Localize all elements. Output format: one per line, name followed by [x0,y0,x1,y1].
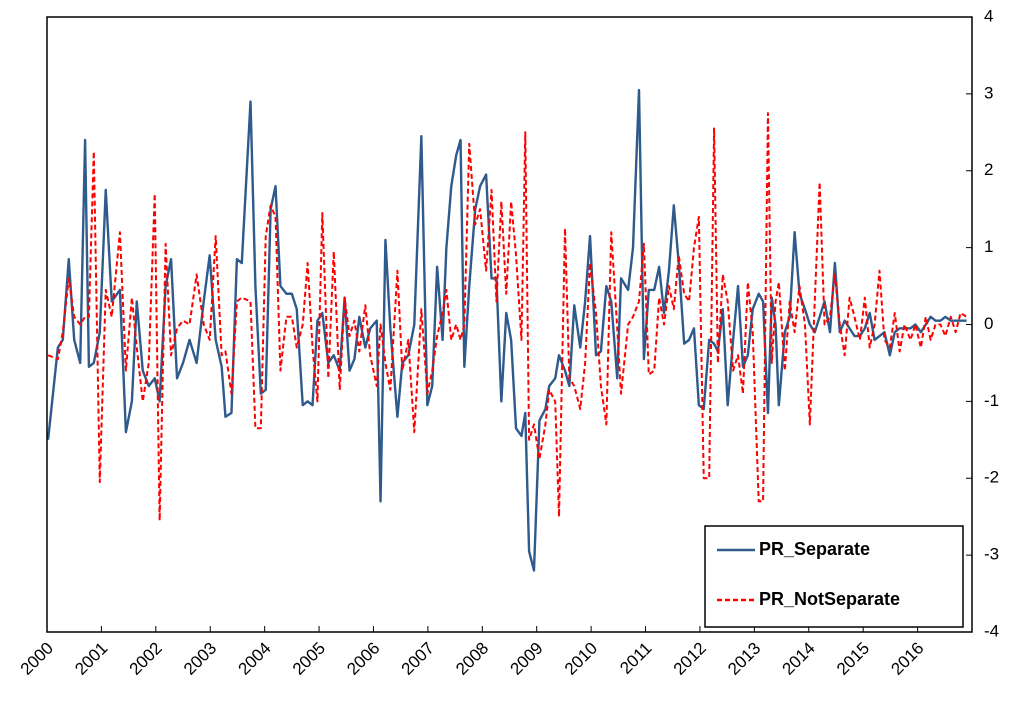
y-tick-label: 3 [984,83,993,102]
x-tick-label: 2010 [561,639,601,679]
series-line [46,88,967,572]
x-tick-label: 2016 [887,639,927,679]
x-tick-label: 2004 [234,639,274,679]
x-tick-label: 2007 [398,639,438,679]
x-tick-label: 2001 [71,639,111,679]
x-tick-label: 2014 [779,639,819,679]
plot-frame [46,16,973,633]
x-tick-label: 2013 [724,639,764,679]
y-tick-label: 1 [984,237,993,256]
x-tick-label: 2002 [126,639,166,679]
x-tick-label: 2009 [507,639,547,679]
x-tick-label: 2015 [833,639,873,679]
x-tick-label: 2006 [343,639,383,679]
legend-label: PR_Separate [759,539,870,559]
x-tick-label: 2003 [180,639,220,679]
y-tick-label: 2 [984,160,993,179]
y-tick-label: -3 [984,545,999,564]
x-tick-label: 2008 [452,639,492,679]
y-tick-label: -4 [984,621,999,640]
legend-box [704,525,964,628]
x-tick-label: 2005 [289,639,329,679]
x-tick-label: 2011 [616,639,655,678]
y-tick-label: -1 [984,391,999,410]
y-tick-label: 4 [984,6,993,25]
y-tick-label: 0 [984,314,993,333]
x-tick-label: 2000 [17,639,57,679]
legend-label: PR_NotSeparate [759,589,900,609]
legend: PR_Separate PR_NotSeparate [704,525,964,628]
x-tick-label: 2012 [670,639,710,679]
y-tick-label: -2 [984,468,999,487]
series-line [47,112,968,522]
